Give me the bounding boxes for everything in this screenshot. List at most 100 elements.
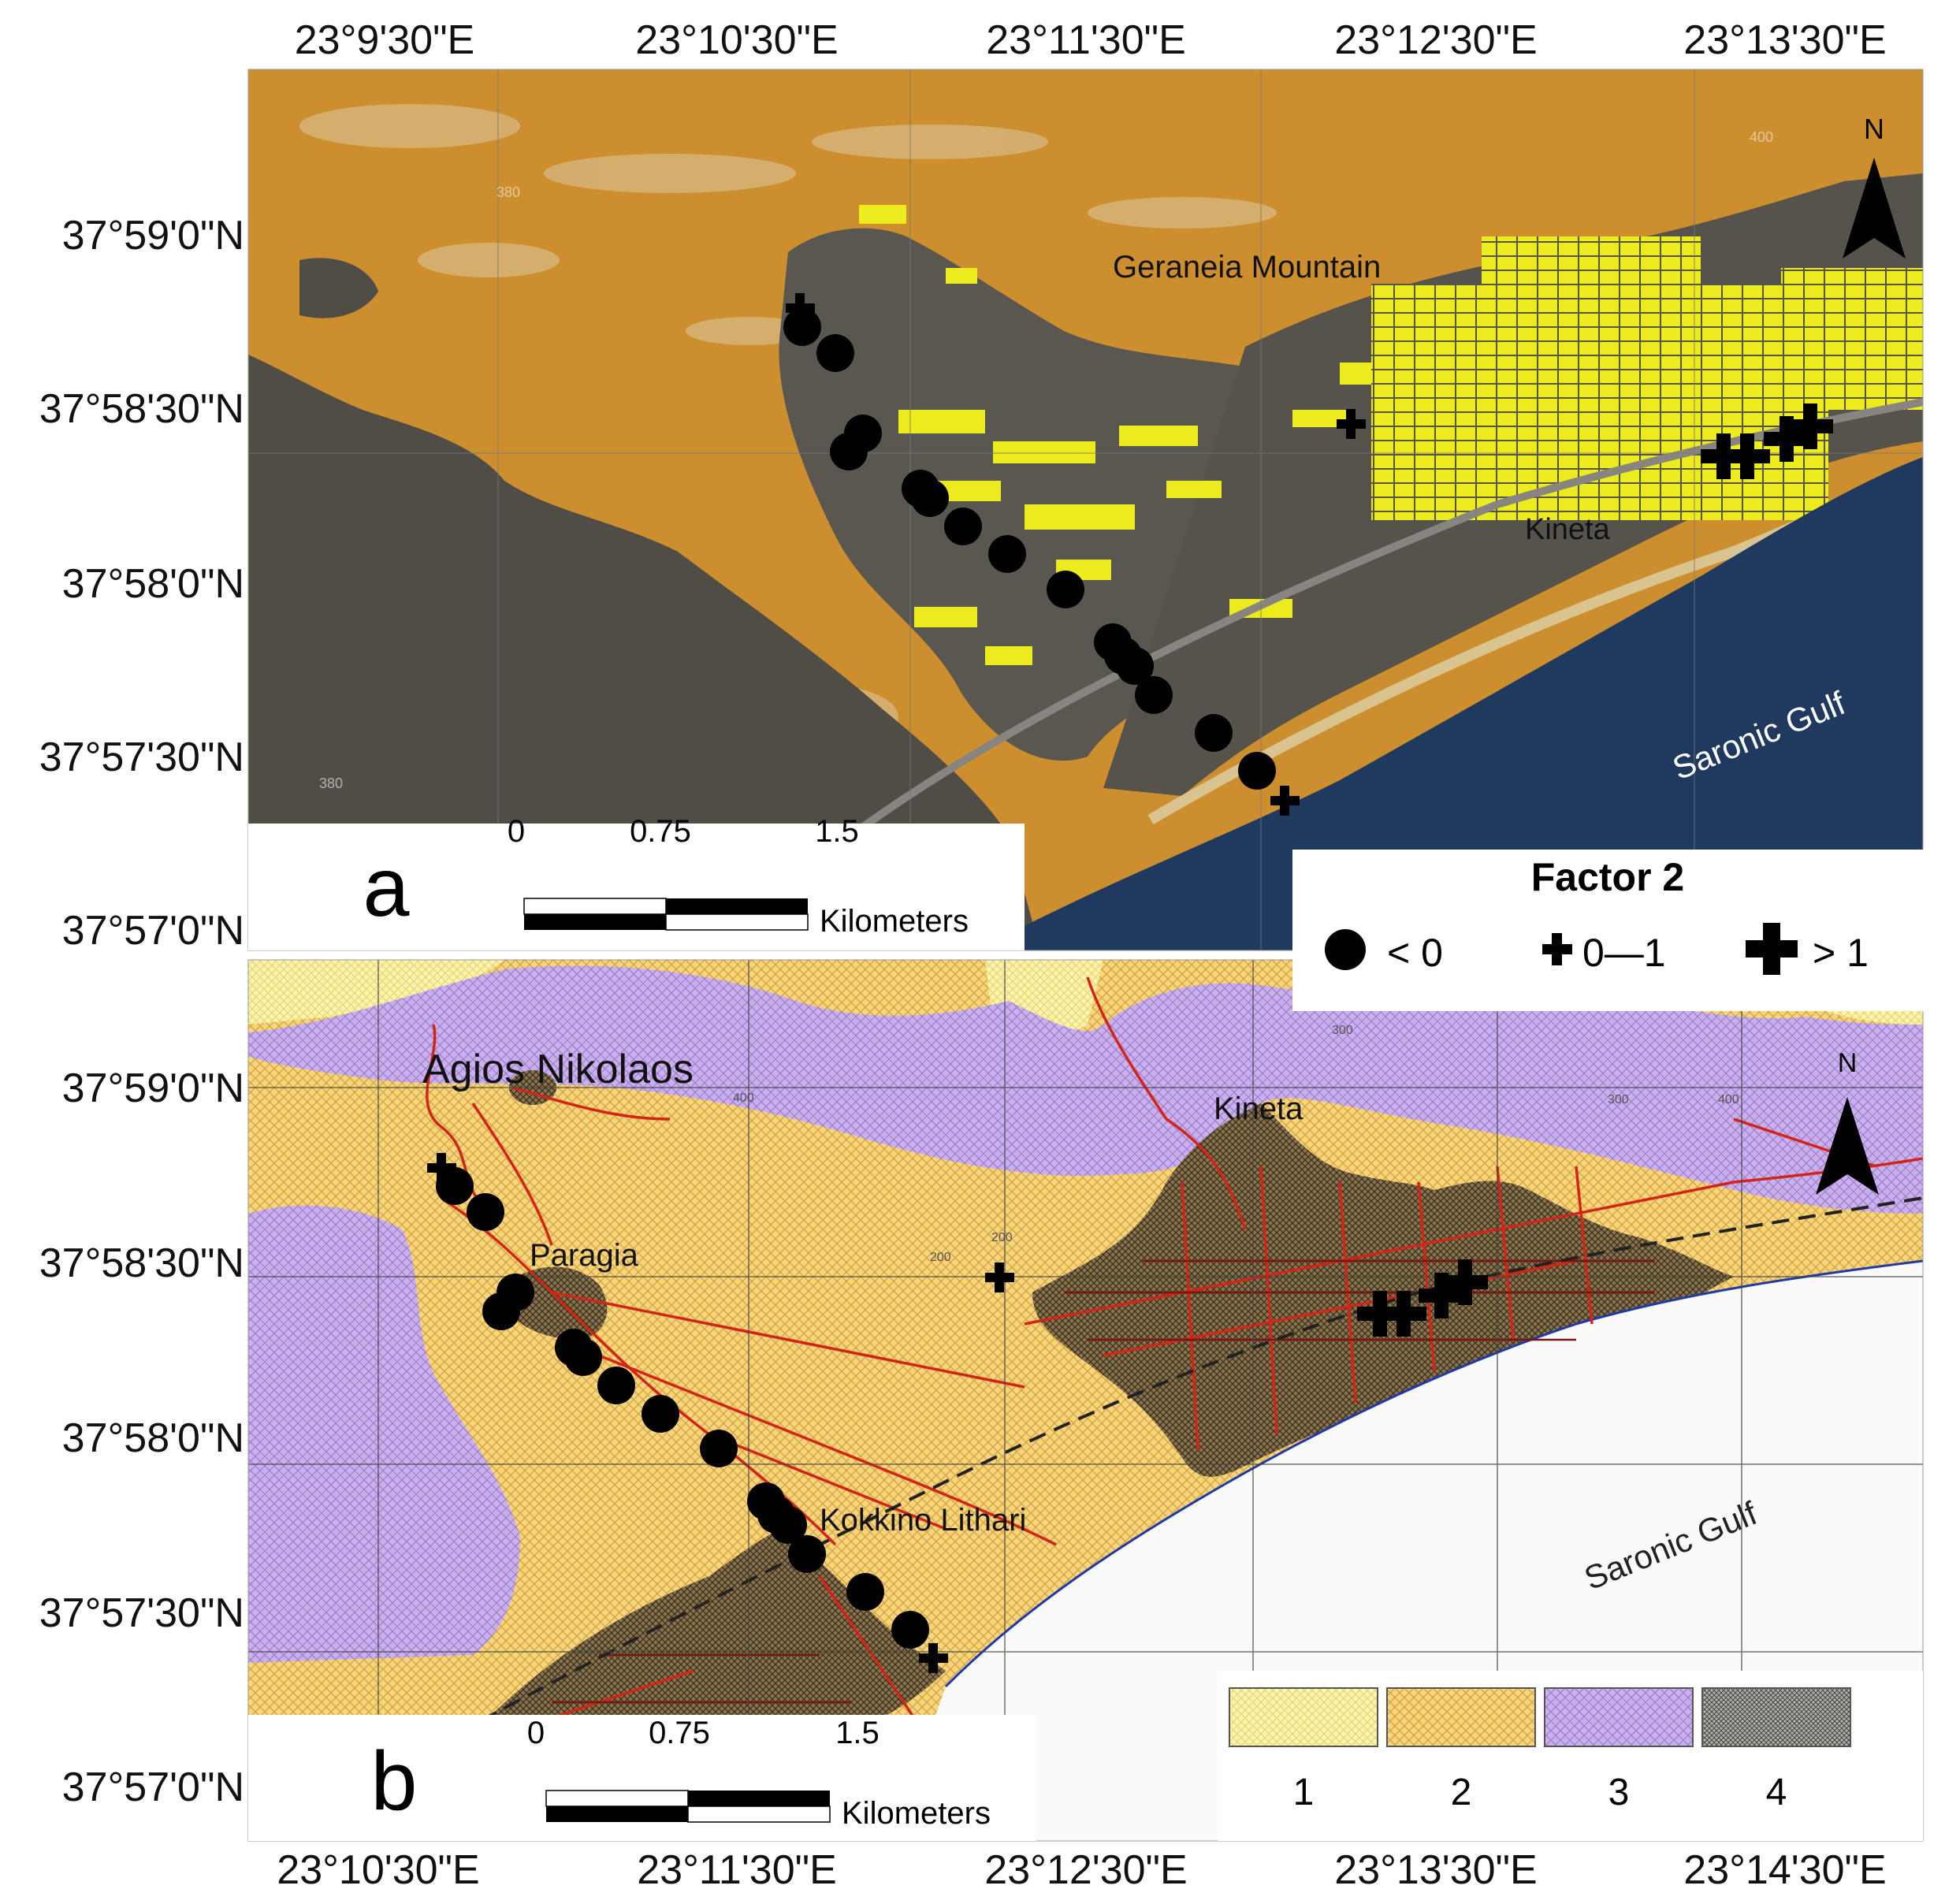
map-b-scale-075: 0.75: [649, 1716, 710, 1750]
map-a-label-box: [248, 824, 500, 950]
factor-legend-title: Factor 2: [1531, 855, 1685, 899]
legend-number-2: 2: [1451, 1772, 1472, 1813]
map-a-contour-label-3: 380: [319, 775, 343, 791]
map-b-lon-2: 23°11'30"E: [637, 1847, 837, 1893]
map-b-scale-unit: Kilometers: [842, 1796, 991, 1831]
map-a-label-geraneia: Geraneia Mountain: [1113, 250, 1381, 284]
map-a-negative-samples: [783, 308, 1276, 790]
map-a-graticule: [248, 69, 1923, 950]
map-b-bottom-coordinates: 23°10'30"E 23°11'30"E 23°12'30"E 23°13'3…: [277, 1847, 1886, 1893]
map-b-unit-legend: 1 2 3 4: [1218, 1671, 1923, 1841]
map-a-scale-15: 1.5: [815, 814, 859, 849]
legend-swatch-4: [1701, 1687, 1851, 1747]
legend-label-mid: 0—1: [1582, 931, 1666, 975]
map-b-lon-3: 23°12'30"E: [984, 1847, 1187, 1893]
legend-number-1: 1: [1293, 1772, 1315, 1813]
map-a-sea: [977, 457, 1923, 950]
map-b-label-box: [248, 1715, 516, 1841]
map-b-scale-bar: 0 0.75 1.5 Kilometers: [527, 1716, 991, 1831]
map-a-lat-2: 37°58'30"N: [39, 386, 244, 432]
legend-swatch-3: [1544, 1687, 1694, 1747]
map-b-lon-5: 23°14'30"E: [1683, 1847, 1886, 1893]
map-b-contour-label-1: 300: [1332, 1024, 1353, 1037]
legend-swatch-2: [1386, 1687, 1536, 1747]
map-a-lat-4: 37°57'30"N: [39, 734, 244, 780]
map-b: 37°59'0"N 37°58'30"N 37°58'0"N 37°57'30"…: [39, 959, 1924, 1893]
map-b-lat-4: 37°57'30"N: [39, 1590, 244, 1636]
map-a-lat-5: 37°57'0"N: [62, 908, 244, 954]
map-a-north-arrow-icon: [1843, 158, 1906, 258]
map-b-unit3-west: [248, 1205, 520, 1663]
map-b-lat-1: 37°59'0"N: [62, 1065, 244, 1111]
map-b-label-kineta: Kineta: [1214, 1091, 1303, 1126]
legend-circle-icon: [1325, 929, 1366, 970]
map-b-negative-samples: [436, 1167, 929, 1649]
map-a-urban-grid-kineta: [1482, 236, 1702, 331]
map-b-scale-0: 0: [527, 1716, 545, 1750]
factor-legend-box: [1292, 850, 1927, 1011]
map-a-mid-samples: [786, 293, 1366, 816]
map-a-lat-3: 37°58'0"N: [62, 561, 244, 607]
map-a-samples: [783, 293, 1833, 816]
map-b-contour-label-5: 200: [991, 1231, 1013, 1244]
map-b-scale-15: 1.5: [835, 1716, 880, 1750]
map-a-scale-bar: 0 0.75 1.5 Kilometers: [508, 814, 969, 939]
map-b-north-letter: N: [1838, 1048, 1858, 1078]
map-a-frame: 380 400 380: [248, 69, 1923, 950]
map-b-unit4-kineta: [1032, 1103, 1734, 1477]
map-b-left-coordinates: 37°59'0"N 37°58'30"N 37°58'0"N 37°57'30"…: [39, 1065, 244, 1810]
map-b-label-paragia: Paragia: [530, 1238, 639, 1273]
map-a-scale-0: 0: [508, 814, 525, 849]
map-b-unit1-north: [248, 960, 504, 1025]
map-b-contour-label-3: 400: [733, 1091, 754, 1105]
map-b-contour-label-2: 400: [1718, 1093, 1739, 1106]
map-a-label-kineta: Kineta: [1525, 513, 1611, 546]
map-a-lowland-west: [248, 355, 1040, 950]
legend-big-cross-icon: [1746, 923, 1798, 975]
legend-number-4: 4: [1766, 1772, 1787, 1813]
map-b-high-samples: [1357, 1259, 1488, 1337]
map-a-north-arrow: N: [1843, 113, 1906, 258]
map-b-highway: [456, 1196, 1923, 1735]
map-a-border: [247, 69, 1924, 951]
map-b-contour-labels: 300 400 400 300 200 200: [733, 1024, 1739, 1264]
map-b-coastline: [944, 1259, 1923, 1688]
map-a-north-letter: N: [1864, 113, 1884, 145]
map-b-lat-3: 37°58'0"N: [62, 1415, 244, 1461]
map-a-contour-labels: 380 400 380: [319, 129, 1773, 791]
map-a-lon-1: 23°9'30"E: [295, 17, 474, 63]
map-b-label-agios: Agios Nikolaos: [422, 1047, 694, 1092]
map-b-north-arrow: N: [1816, 1048, 1879, 1195]
map-b-lon-4: 23°13'30"E: [1334, 1847, 1537, 1893]
map-b-contour-label-6: 200: [930, 1251, 951, 1264]
map-b-panel-label: b: [371, 1735, 418, 1828]
map-b-label-kokkino: Kokkino Lithari: [820, 1503, 1026, 1538]
map-a-top-coordinates: 23°9'30"E 23°10'30"E 23°11'30"E 23°12'30…: [295, 17, 1887, 63]
map-a-left-coordinates: 37°59'0"N 37°58'30"N 37°58'0"N 37°57'30"…: [39, 213, 244, 954]
map-a-contour-label-2: 400: [1750, 129, 1773, 145]
map-a-panel-label: a: [363, 841, 410, 934]
legend-swatch-1: [1229, 1687, 1378, 1747]
map-a-lat-1: 37°59'0"N: [62, 213, 244, 258]
legend-label-high: > 1: [1813, 931, 1869, 975]
map-b-lat-2: 37°58'30"N: [39, 1240, 244, 1286]
legend-small-cross-icon: [1542, 933, 1572, 965]
map-b-samples: [427, 1153, 1488, 1673]
map-a-contour-label-1: 380: [496, 184, 520, 200]
map-a-lon-4: 23°12'30"E: [1334, 17, 1537, 63]
map-b-border: [247, 959, 1924, 1842]
map-b-lon-1: 23°10'30"E: [277, 1847, 479, 1893]
map-a-lowland-north: [299, 258, 378, 318]
map-a-urban-grid-far-east: [1781, 268, 1923, 410]
map-a: 23°9'30"E 23°10'30"E 23°11'30"E 23°12'30…: [39, 17, 1924, 954]
map-a-scale-075: 0.75: [630, 814, 691, 849]
map-b-graticule: [248, 960, 1923, 1841]
map-b-lat-5: 37°57'0"N: [62, 1765, 244, 1810]
map-a-lon-3: 23°11'30"E: [986, 17, 1186, 63]
map-a-high-samples: [1701, 403, 1833, 479]
map-b-mid-samples: [427, 1153, 1014, 1673]
map-a-highway: [849, 398, 1923, 839]
legend-label-negative: < 0: [1387, 931, 1443, 975]
legend-number-3: 3: [1608, 1772, 1630, 1813]
